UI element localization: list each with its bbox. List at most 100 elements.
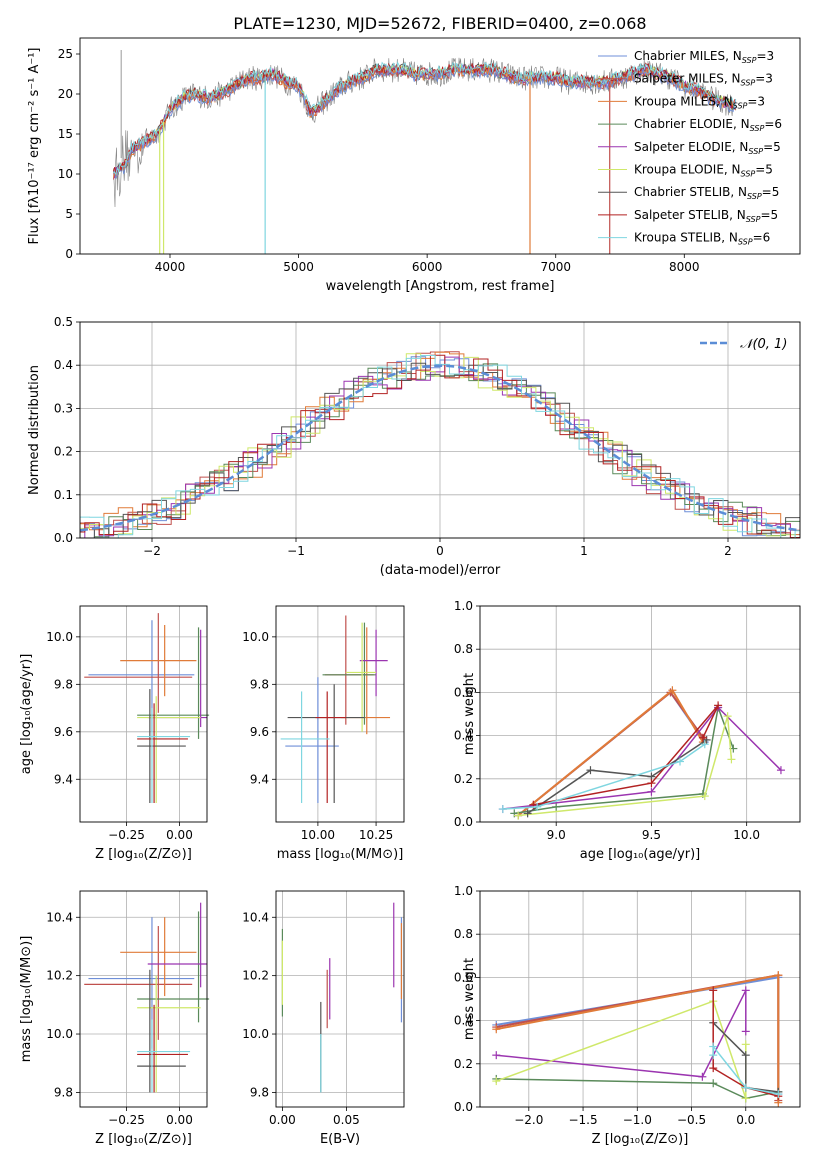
y-tick-label: 10.0 [46,1027,73,1041]
y-tick-label: 0.0 [54,531,73,545]
weight-line-6 [712,1022,779,1093]
x-axis-label: mass [log₁₀(M/M⊙)] [277,847,404,862]
histogram-series-2 [80,351,800,538]
plot-area [84,613,210,804]
plot-area [80,351,800,538]
panel-mass-age: 10.00 10.25 9.4 9.6 9.8 10.0 mass [log₁₀(M/M⊙)… [242,605,405,862]
x-tick-label: −2 [143,544,161,558]
y-axis-label: Normed distribution [27,365,42,495]
x-axis-label: age [log₁₀(age/yr)] [580,847,701,862]
y-tick-label: 0.5 [54,315,73,329]
y-tick-label: 0.4 [454,729,473,743]
legend: Chabrier MILES, NSSP=3 Salpeter MILES, NS… [598,49,782,247]
y-tick-label: 20 [58,87,73,101]
y-tick-label: 9.6 [54,725,73,739]
x-tick-label: −1.0 [623,1113,652,1127]
x-tick-label: 0.0 [736,1113,755,1127]
histogram-series-8 [80,355,800,538]
x-tick-label: 9.5 [642,828,661,842]
x-axis-label: E(B-V) [320,1132,360,1147]
series-model-line-0 [113,66,737,180]
axes-frame [79,321,801,539]
x-tick-label: 6000 [412,260,443,274]
legend-entry: Salpeter MILES, NSSP=3 [634,72,773,88]
x-tick-label: 7000 [540,260,571,274]
y-tick-label: 9.4 [250,772,269,786]
y-tick-label: 9.6 [250,725,269,739]
histogram-group [80,351,800,538]
weight-line-7 [533,704,719,806]
normal-curve [80,364,800,532]
weight-line-3 [514,704,735,815]
x-tick-label: 4000 [155,260,186,274]
x-tick-label: −0.25 [108,1113,145,1127]
y-tick-label: 0.6 [454,685,473,699]
histogram-series-7 [80,354,800,538]
y-tick-label: 10.2 [46,969,73,983]
y-axis-label: mass weight [462,673,477,755]
y-axis-label: age [log₁₀(age/yr)] [19,654,34,775]
y-tick-label: 0.4 [54,358,73,372]
y-tick-label: 0.4 [454,1014,473,1028]
y-axis-label: Flux [fλ10⁻¹⁷ erg cm⁻² s⁻¹ A⁻¹] [27,48,42,245]
weight-line-5 [518,715,733,817]
axes-frame [275,605,405,823]
x-tick-label: 10.0 [733,828,760,842]
plot-area [492,971,783,1107]
y-tick-label: 10 [58,167,73,181]
y-tick-label: 10.0 [242,630,269,644]
figure-title: PLATE=1230, MJD=52672, FIBERID=0400, z=0… [233,14,646,33]
histogram-series-1 [80,351,800,531]
y-tick-label: 0.6 [454,970,473,984]
panel-spectrum: 4000 5000 6000 7000 8000 0 5 10 15 20 25 wavelength… [27,37,801,294]
axes-frame [79,605,208,823]
y-tick-label: 10.4 [46,910,73,924]
plot-area [281,902,403,1093]
axes-frame [275,890,405,1108]
panel-weights-z: −2.0 −1.5 −1.0 −0.5 0.0 0.0 0.2 0.4 0.6 0.8 1.0 Z [… [454,884,801,1147]
y-tick-label: 0.8 [454,642,473,656]
y-tick-label: 25 [58,47,73,61]
plot-area [280,615,391,804]
y-tick-label: 0.2 [54,445,73,459]
legend-entry: Chabrier ELODIE, NSSP=6 [634,117,782,133]
y-tick-label: 0 [65,247,73,261]
y-axis-label: mass weight [462,958,477,1040]
legend-entry: Chabrier STELIB, NSSP=5 [634,185,779,201]
y-tick-label: 9.4 [54,772,73,786]
panel-z-mass: −0.25 0.00 9.8 10.0 10.2 10.4 Z [log₁₀(Z/Z⊙)] m… [19,890,210,1147]
x-tick-label: 0.00 [166,828,193,842]
y-tick-label: 0.1 [54,488,73,502]
y-tick-label: 0.8 [454,927,473,941]
x-tick-label: −0.25 [108,828,145,842]
y-tick-label: 1.0 [454,884,473,898]
y-tick-label: 0.0 [454,815,473,829]
y-tick-label: 0.0 [454,1100,473,1114]
y-tick-label: 0.3 [54,401,73,415]
y-tick-label: 9.8 [250,677,269,691]
y-tick-label: 10.2 [242,969,269,983]
x-axis-label: wavelength [Angstrom, rest frame] [326,279,555,294]
legend-entry: 𝒩(0, 1) [740,337,787,352]
y-tick-label: 10.0 [242,1027,269,1041]
y-axis-label: mass [log₁₀(M/M⊙)] [19,936,34,1063]
panel-z-age: −0.25 0.00 9.4 9.6 9.8 10.0 Z [log₁₀(Z/Z⊙)] age… [19,605,210,862]
weight-line-8 [502,743,706,810]
y-tick-label: 9.8 [250,1085,269,1099]
legend-entry: Chabrier MILES, NSSP=3 [634,49,774,65]
y-tick-label: 10.0 [46,630,73,644]
x-tick-label: 8000 [669,260,700,274]
y-tick-label: 9.8 [54,677,73,691]
x-tick-label: 9.0 [547,828,566,842]
plot-area [498,686,785,820]
weight-line-8 [712,1044,779,1095]
y-tick-label: 0.2 [454,1057,473,1071]
panel-weights-age: 9.0 9.5 10.0 0.0 0.2 0.4 0.6 0.8 1.0 age [log₁₀(a… [454,599,801,862]
legend-entry: Salpeter ELODIE, NSSP=5 [634,140,781,156]
legend-entry: Kroupa MILES, NSSP=3 [634,94,765,110]
x-tick-label: 0.05 [333,1113,360,1127]
panel-residuals: −2 −1 0 1 2 0.0 0.1 0.2 0.3 0.4 0.5 (data-model)/er… [27,315,801,578]
axes-frame [79,37,801,255]
x-tick-label: 10.00 [301,828,335,842]
